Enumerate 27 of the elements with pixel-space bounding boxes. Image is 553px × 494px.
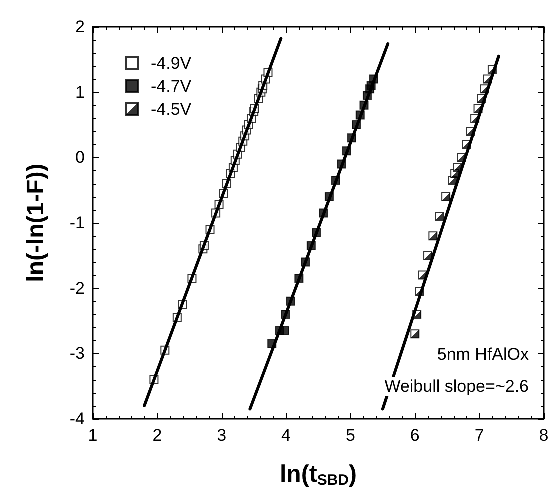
y-tick-label: 1 [76, 82, 85, 102]
annotation: 5nm HfAlOx [437, 345, 530, 364]
x-tick-label: 1 [88, 426, 98, 445]
annotation: Weibull slope=~2.6 [384, 377, 530, 396]
y-tick-label: 0 [76, 148, 85, 168]
x-tick-label: 2 [152, 426, 162, 445]
x-tick-label: 8 [539, 426, 549, 445]
point [435, 212, 444, 221]
x-tick-label: 5 [346, 426, 356, 445]
legend-label: -4.7V [151, 77, 192, 96]
y-tick-label: -3 [70, 344, 85, 364]
point [442, 192, 451, 202]
x-tick-label: 3 [217, 426, 227, 445]
y-tick-label: -4 [70, 410, 85, 428]
legend-label: -4.9V [151, 54, 192, 73]
point [424, 251, 433, 260]
point [410, 330, 420, 339]
x-tick-label: 7 [474, 426, 484, 445]
x-tick-label: 6 [410, 426, 420, 445]
legend-label: -4.5V [151, 100, 192, 119]
x-tick-label: 4 [282, 426, 292, 445]
y-tick-label: 2 [76, 18, 85, 36]
point [428, 232, 438, 241]
y-tick-label: -1 [70, 214, 85, 232]
point [280, 326, 290, 336]
y-axis-title: ln(-ln(1-F)) [22, 164, 50, 282]
y-tick-label: -2 [70, 278, 85, 298]
